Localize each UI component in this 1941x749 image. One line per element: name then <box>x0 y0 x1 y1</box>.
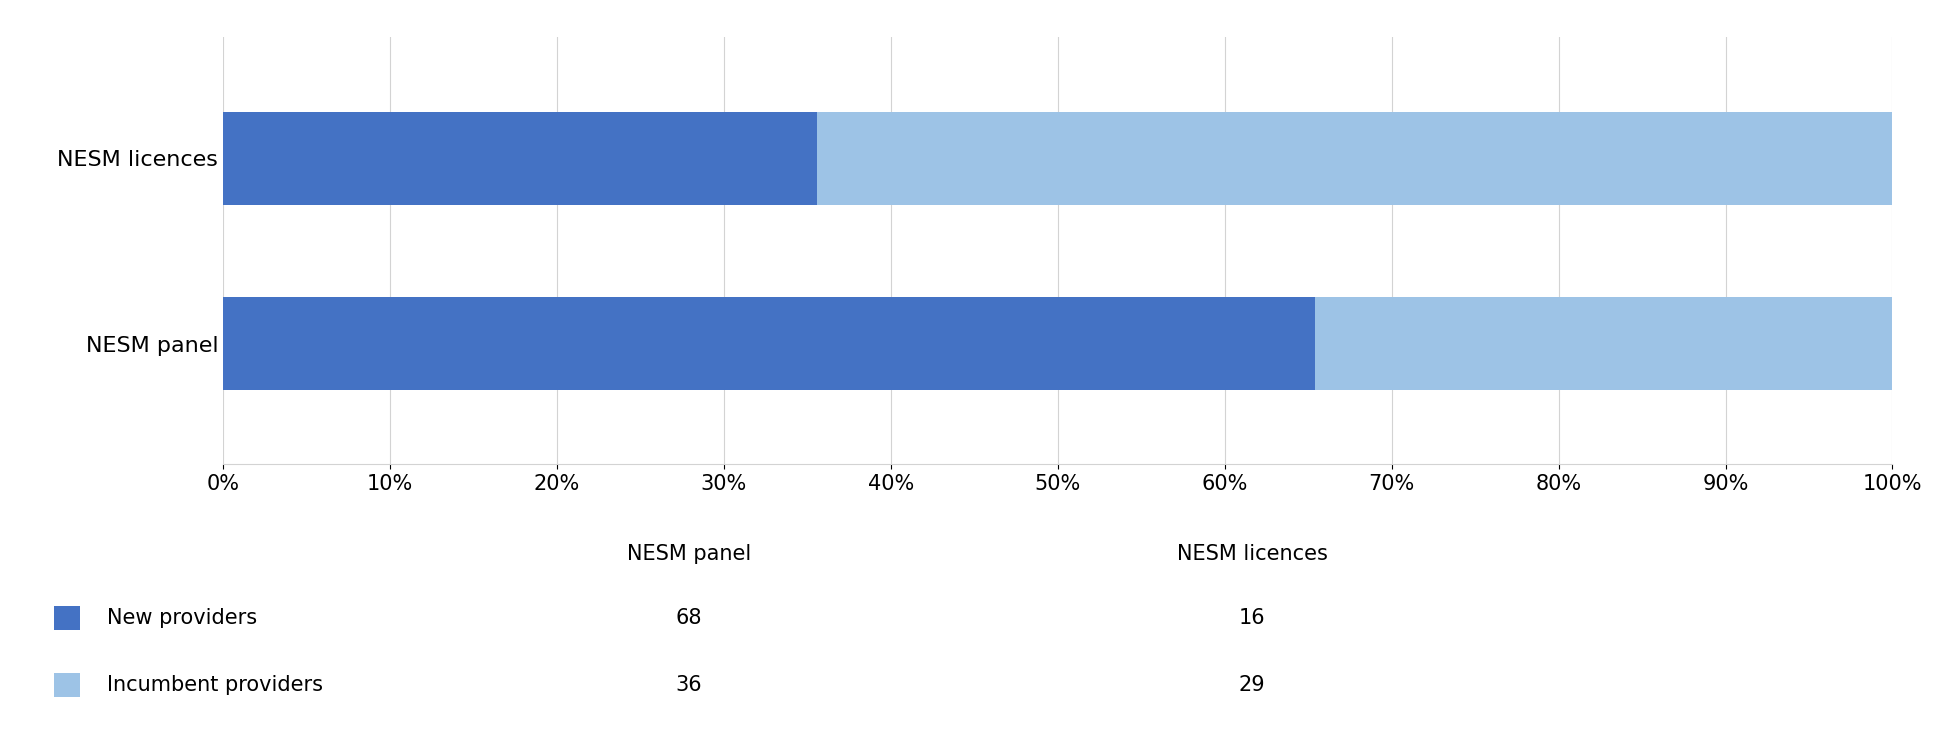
Text: Incumbent providers: Incumbent providers <box>107 676 322 695</box>
Text: 36: 36 <box>675 676 703 695</box>
Text: 68: 68 <box>675 608 703 628</box>
Bar <box>223 112 817 204</box>
Bar <box>223 297 1314 390</box>
Text: New providers: New providers <box>107 608 256 628</box>
Text: 16: 16 <box>1238 608 1266 628</box>
Bar <box>817 112 1892 204</box>
Text: 29: 29 <box>1238 676 1266 695</box>
Bar <box>1314 297 1892 390</box>
Text: NESM licences: NESM licences <box>1176 545 1328 564</box>
Text: NESM panel: NESM panel <box>627 545 751 564</box>
